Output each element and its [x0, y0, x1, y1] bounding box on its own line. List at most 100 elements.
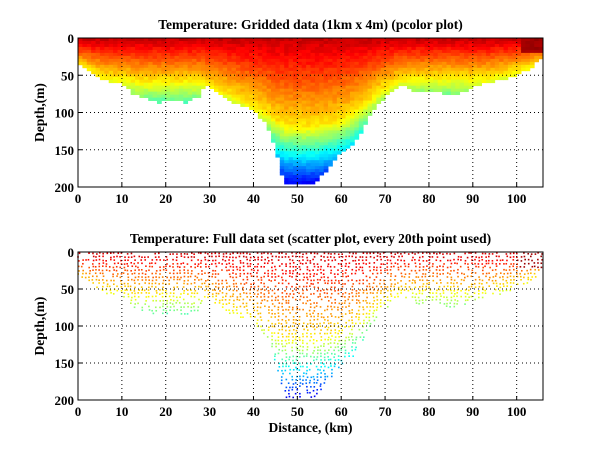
pcolor-cell: [82, 58, 88, 63]
scatter-point: [450, 299, 453, 302]
pcolor-cells: [78, 38, 544, 185]
pcolor-cell: [152, 67, 158, 72]
scatter-point: [432, 275, 434, 277]
pcolor-cell: [450, 43, 456, 48]
pcolor-cell: [371, 64, 377, 69]
pcolor-cell: [323, 76, 329, 81]
pcolor-cell: [262, 103, 268, 107]
scatter-point: [242, 278, 245, 281]
pcolor-cell: [117, 73, 123, 78]
scatter-point: [333, 365, 336, 368]
scatter-point: [376, 299, 379, 301]
scatter-point: [288, 319, 290, 321]
scatter-point: [183, 282, 185, 285]
pcolor-cell: [222, 55, 228, 60]
scatter-point: [193, 282, 196, 284]
scatter-point: [183, 289, 186, 292]
pcolor-cell: [446, 43, 452, 48]
scatter-point: [368, 266, 371, 268]
pcolor-cell: [301, 82, 307, 87]
scatter-point: [126, 253, 129, 255]
pcolor-cell: [363, 85, 368, 90]
scatter-point: [292, 369, 295, 371]
pcolor-cell: [165, 97, 171, 101]
pcolor-cell: [262, 64, 268, 69]
pcolor-cell: [433, 76, 439, 81]
pcolor-cell: [288, 124, 294, 128]
pcolor-cell: [411, 76, 417, 81]
scatter-point: [228, 309, 230, 312]
pcolor-cell: [494, 52, 500, 57]
pcolor-cell: [91, 49, 96, 54]
pcolor-cell: [213, 52, 219, 57]
scatter-point: [127, 282, 129, 285]
scatter-point: [115, 265, 118, 268]
scatter-point: [242, 302, 244, 305]
pcolor-cell: [205, 61, 211, 66]
pcolor-cell: [341, 124, 346, 128]
pcolor-cell: [521, 52, 526, 57]
pcolor-cell: [349, 106, 355, 110]
pcolor-cell: [310, 127, 316, 131]
scatter-point: [306, 266, 309, 268]
scatter-point: [502, 285, 505, 288]
pcolor-cell: [262, 112, 268, 116]
pcolor-cell: [209, 52, 215, 57]
scatter-point: [315, 305, 318, 307]
scatter-point: [481, 263, 484, 265]
pcolor-cell: [271, 124, 276, 128]
pcolor-cell: [266, 76, 272, 81]
scatter-point: [292, 383, 295, 385]
pcolor-cell: [503, 55, 509, 60]
pcolor-cell: [161, 85, 167, 90]
scatter-point: [294, 392, 297, 395]
scatter-point: [315, 382, 318, 384]
scatter-point: [98, 262, 101, 265]
pcolor-cell: [336, 73, 342, 78]
scatter-point: [284, 345, 287, 348]
pcolor-cell: [332, 58, 338, 63]
scatter-point: [351, 255, 354, 258]
pcolor-cell: [240, 103, 246, 107]
pcolor-cell: [262, 109, 268, 113]
pcolor-cell: [398, 43, 404, 48]
scatter-point: [326, 375, 329, 378]
pcolor-cell: [332, 157, 338, 161]
pcolor-cell: [275, 127, 281, 131]
pcolor-cell: [415, 79, 421, 84]
pcolor-cell: [235, 88, 241, 93]
pcolor-cell: [420, 40, 425, 45]
scatter-point: [390, 262, 393, 265]
y-tick-label: 200: [55, 180, 75, 195]
pcolor-cell: [349, 142, 355, 146]
pcolor-cell: [266, 70, 272, 75]
scatter-point: [287, 256, 290, 258]
pcolor-cell: [499, 52, 504, 57]
scatter-point: [116, 289, 119, 292]
pcolor-cell: [341, 94, 346, 98]
pcolor-cell: [213, 61, 219, 66]
scatter-point: [421, 252, 424, 254]
pcolor-cell: [126, 61, 132, 66]
pcolor-cell: [341, 91, 346, 96]
pcolor-cell: [503, 73, 509, 78]
pcolor-cell: [354, 40, 360, 45]
scatter-point: [228, 259, 230, 261]
pcolor-cell: [130, 43, 136, 48]
scatter-point: [267, 269, 269, 272]
pcolor-cell: [319, 133, 325, 137]
scatter-point: [105, 288, 108, 291]
pcolor-cell: [143, 79, 149, 84]
pcolor-cell: [468, 55, 474, 60]
pcolor-cell: [222, 91, 228, 96]
scatter-point: [341, 325, 343, 328]
pcolor-cell: [288, 49, 294, 54]
scatter-point: [306, 346, 309, 348]
scatter-point: [285, 352, 288, 355]
pcolor-cell: [183, 97, 189, 101]
scatter-point: [317, 281, 319, 284]
scatter-point: [309, 299, 311, 301]
scatter-point: [260, 292, 262, 294]
pcolor-cell: [367, 91, 373, 96]
pcolor-cell: [323, 70, 329, 75]
